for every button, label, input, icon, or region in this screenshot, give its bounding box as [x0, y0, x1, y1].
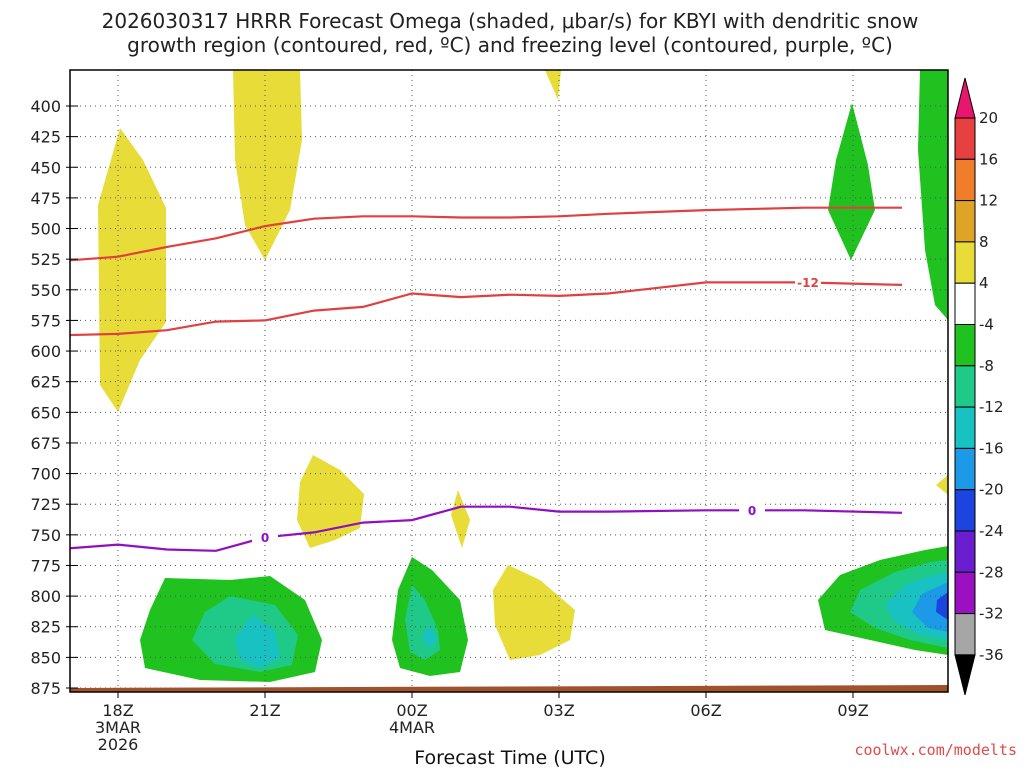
x-tick-label: 2026	[98, 735, 139, 754]
contour-line	[70, 505, 903, 552]
omega-negative-region	[918, 70, 948, 320]
omega-positive-region	[233, 70, 302, 260]
plot-frame	[69, 69, 949, 693]
omega-positive-region	[545, 70, 561, 100]
colorbar-segment	[954, 571, 976, 615]
colorbar-label: -4	[979, 316, 994, 334]
y-tick-label: 700	[30, 465, 61, 484]
colorbar-label: -16	[979, 439, 1004, 457]
contours: -12 0 0	[70, 206, 903, 552]
x-tick-label: 03Z	[543, 701, 574, 720]
x-tick-label: 3MAR	[95, 718, 141, 737]
y-tick-label: 600	[30, 342, 61, 361]
grid	[70, 70, 948, 692]
y-tick-label: 725	[30, 495, 61, 514]
colorbar-max-arrow	[954, 77, 976, 119]
y-tick-label: 825	[30, 618, 61, 637]
omega-positive-region	[493, 565, 575, 660]
omega-shading	[98, 70, 948, 682]
omega-stronger-negative-region	[235, 615, 280, 668]
x-tick-label: 4MAR	[389, 718, 435, 737]
y-tick-label: 500	[30, 220, 61, 239]
contour-label-bg	[252, 530, 278, 545]
omega-stronger-negative-region	[422, 625, 438, 648]
y-tick-label: 775	[30, 556, 61, 575]
colorbar-label: 12	[979, 192, 998, 210]
title-line-2: growth region (contoured, red, ºC) and f…	[127, 33, 893, 57]
contour-line	[70, 281, 903, 337]
omega-negative-region	[828, 103, 875, 260]
y-tick-label: 800	[30, 587, 61, 606]
x-tick-label: 09Z	[837, 701, 868, 720]
x-axis-title: Forecast Time (UTC)	[414, 747, 605, 768]
colorbar-label: -36	[979, 646, 1004, 664]
colorbar-segment	[954, 447, 976, 491]
y-tick-label: 425	[30, 128, 61, 147]
colorbar-label: -28	[979, 563, 1004, 581]
terrain	[70, 685, 948, 692]
colorbar-label: 4	[979, 274, 989, 292]
colorbar-segment	[954, 324, 976, 367]
y-tick-label: 400	[30, 97, 61, 116]
y-tick-label: 650	[30, 403, 61, 422]
colorbar-label: 16	[979, 150, 998, 168]
y-tick-label: 475	[30, 189, 61, 208]
contour-label: 0	[748, 504, 756, 518]
colorbar-segment	[954, 406, 976, 449]
colorbar: 20 16 12 8 4 -4 -8 -12 -16 -20 -24 -28 -32 -36	[954, 77, 1004, 696]
x-tick-label: 18Z	[102, 701, 133, 720]
colorbar-segment	[954, 241, 976, 284]
title-line-1: 2026030317 HRRR Forecast Omega (shaded, …	[102, 9, 919, 33]
y-tick-label: 750	[30, 526, 61, 545]
contour-line	[70, 206, 902, 262]
credit: coolwx.com/modelts	[854, 741, 1017, 759]
colorbar-segment	[954, 613, 976, 656]
omega-positive-region	[98, 128, 166, 412]
y-tick-label: 450	[30, 158, 61, 177]
contour-label-bg	[795, 275, 821, 290]
x-tick-label: 21Z	[249, 701, 280, 720]
colorbar-label: -32	[979, 605, 1004, 623]
omega-positive-region	[936, 475, 948, 495]
contour-label: 0	[261, 531, 269, 545]
colorbar-label: -20	[979, 481, 1004, 499]
y-axis: 400 425 450 475 500 525 550 575 600 625 650 675 700 7…	[30, 97, 78, 698]
y-tick-label: 525	[30, 250, 61, 269]
colorbar-segment	[954, 282, 976, 326]
colorbar-label: 8	[979, 233, 989, 251]
colorbar-segment	[954, 365, 976, 408]
colorbar-label: 20	[979, 109, 998, 127]
colorbar-segment	[954, 117, 976, 160]
contour-label-bg	[739, 503, 765, 518]
omega-very-strong-negative-region	[912, 582, 948, 632]
colorbar-label: -8	[979, 357, 994, 375]
colorbar-min-arrow	[954, 654, 976, 696]
y-tick-label: 550	[30, 281, 61, 300]
colorbar-label: -24	[979, 522, 1004, 540]
contour-label: -12	[797, 276, 819, 290]
omega-positive-region	[451, 490, 470, 548]
x-tick-label: 06Z	[690, 701, 721, 720]
x-tick-label: 00Z	[396, 701, 427, 720]
y-tick-label: 875	[30, 679, 61, 698]
colorbar-segment	[954, 158, 976, 202]
colorbar-label: -12	[979, 398, 1004, 416]
y-tick-label: 850	[30, 648, 61, 667]
colorbar-segment	[954, 200, 976, 243]
omega-peak-negative-region	[936, 592, 948, 620]
y-tick-label: 575	[30, 311, 61, 330]
y-tick-label: 675	[30, 434, 61, 453]
colorbar-segment	[954, 530, 976, 573]
colorbar-segment	[954, 489, 976, 532]
y-tick-label: 625	[30, 373, 61, 392]
